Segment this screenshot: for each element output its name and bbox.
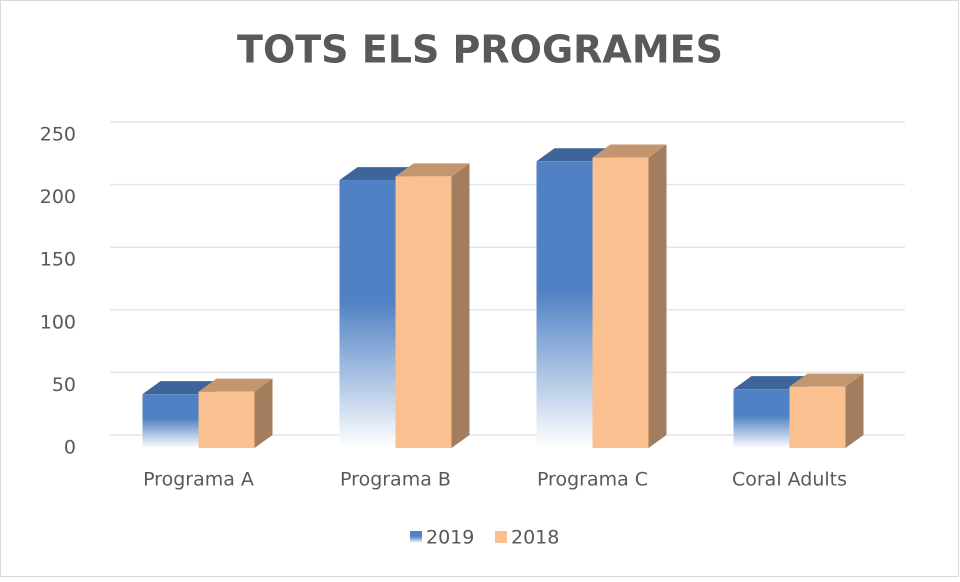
bar-top [592, 144, 667, 158]
bar-top [339, 167, 414, 181]
bar-top [198, 378, 273, 392]
y-tick-label: 100 [40, 311, 76, 333]
bar-front [733, 389, 790, 448]
x-tick-label: Programa B [340, 469, 451, 491]
legend-label: 2018 [511, 527, 559, 549]
y-tick-label: 50 [52, 374, 76, 396]
legend-swatch [495, 531, 507, 543]
legend-swatch [410, 531, 422, 543]
bar-top [142, 381, 217, 395]
bar-side [648, 144, 667, 448]
bar-front [395, 176, 452, 449]
y-tick-label: 250 [40, 124, 76, 146]
y-tick-label: 0 [64, 437, 76, 459]
bar [789, 373, 864, 448]
chart-title: TOTS ELS PROGRAMES [237, 28, 723, 72]
bar-side [451, 163, 470, 449]
bar [198, 378, 273, 448]
bar-front [142, 394, 199, 448]
bar-top [733, 376, 808, 390]
bar-top [395, 163, 470, 177]
x-tick-label: Programa A [143, 469, 254, 491]
bar-top [789, 373, 864, 387]
bar-front [789, 386, 846, 448]
bar-side [845, 373, 864, 448]
y-tick-label: 150 [40, 249, 76, 271]
bar [592, 144, 667, 448]
bar [395, 163, 470, 449]
legend-label: 2019 [426, 527, 474, 549]
y-tick-label: 200 [40, 186, 76, 208]
bar-side [254, 378, 273, 448]
bar-front [198, 391, 255, 448]
x-tick-label: Programa C [537, 469, 648, 491]
bar-front [339, 180, 396, 448]
bar-front [536, 161, 593, 449]
bar-top [536, 148, 611, 162]
x-tick-label: Coral Adults [732, 469, 847, 491]
bar-front [592, 157, 649, 448]
